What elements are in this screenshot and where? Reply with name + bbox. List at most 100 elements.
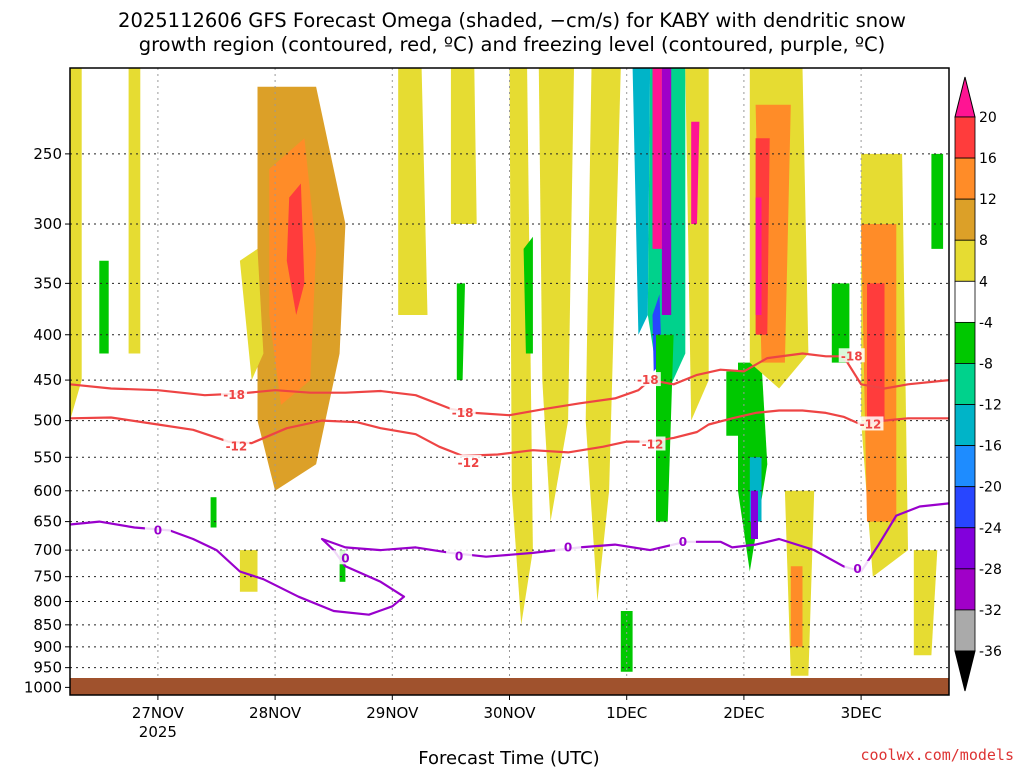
y-tick-label-850: 850 [33,616,62,634]
x-tick-sublabel-27NOV: 2025 [139,723,177,741]
x-tick-label-3DEC: 3DEC [841,704,882,722]
colorbar-label--16: -16 [979,439,1002,455]
y-tick-label-600: 600 [33,482,62,500]
y-tick-label-900: 900 [33,638,62,656]
omega-shading [70,68,944,676]
contour-label-bg-freezing_level_0-4 [669,533,696,548]
colorbar-swatch-11 [954,568,976,611]
contour-label-isotherm_minus12-0: -12 [226,440,248,454]
contour-label-isotherm_minus12-1: -12 [458,456,480,470]
omega-region-33 [398,68,428,315]
omega-region-20 [726,371,744,436]
y-tick-label-500: 500 [33,412,62,430]
x-tick-label-27NOV: 27NOV [132,704,185,722]
x-tick-label-29NOV: 29NOV [366,704,419,722]
colorbar-swatch-9 [954,486,976,529]
y-tick-label-250: 250 [33,145,62,163]
contour-label-bg-freezing_level_0-5 [844,560,871,575]
omega-region-31 [70,68,82,421]
y-axis: 250 300 350 400 450 500 550 600 650 700 750 800 850 9… [24,145,70,696]
contour-label-bg-isotherm_minus12-2 [639,436,666,451]
omega-region-34 [239,550,258,592]
contour-label-bg-freezing_level_0-0 [144,522,171,537]
colorbar-swatch-1 [954,157,976,200]
colorbar-label-16: 16 [979,151,997,167]
colorbar-label--32: -32 [979,603,1002,619]
y-tick-label-700: 700 [33,541,62,559]
x-tick-label-28NOV: 28NOV [249,704,302,722]
surface-terrain [70,678,949,695]
omega-region-30 [913,550,938,656]
contour-label-bg-isotherm_minus18-2 [634,372,661,387]
x-tick-label-1DEC: 1DEC [606,704,647,722]
colorbar-swatch-12 [954,609,976,652]
omega-region-6 [523,236,533,354]
colorbar-swatch-4 [954,280,976,323]
omega-region-8 [585,68,621,602]
omega-region-41 [931,153,944,249]
contour-label-bg-freezing_level_0-2 [446,548,473,563]
y-tick-label-450: 450 [33,371,62,389]
colorbar-swatch-2 [954,198,976,241]
y-tick-label-650: 650 [33,513,62,531]
x-tick-label-2DEC: 2DEC [723,704,764,722]
contour-label-freezing_level_0-5: 0 [853,562,861,576]
omega-region-9 [632,68,651,335]
omega-region-13 [652,68,662,249]
contour-label-freezing_level_0-3: 0 [564,540,572,554]
colorbar-label--8: -8 [979,356,993,372]
colorbar-swatch-5 [954,321,976,364]
omega-region-39 [620,611,633,672]
colorbar-swatch-10 [954,527,976,570]
contour-label-isotherm_minus12-2: -12 [642,438,664,452]
colorbar-label--28: -28 [979,562,1002,578]
omega-region-14 [685,68,709,421]
colorbar-swatch-6 [954,363,976,405]
credit-text: coolwx.com/models [860,746,1014,764]
contour-label-isotherm_minus18-0: -18 [223,388,245,402]
contour-label-bg-freezing_level_0-1 [332,550,359,565]
colorbar-label--4: -4 [979,315,993,331]
colorbar-swatch-7 [954,404,976,447]
omega-region-3 [239,248,264,381]
contour-freezing_level_0 [70,502,949,616]
y-tick-label-1000: 1000 [24,678,62,696]
colorbar-label-12: 12 [979,192,997,208]
omega-region-24 [755,197,762,315]
y-tick-label-750: 750 [33,568,62,586]
omega-region-36 [99,260,109,354]
colorbar-swatch-8 [954,445,976,488]
contour-label-bg-isotherm_minus18-3 [838,348,865,363]
y-tick-label-800: 800 [33,593,62,611]
y-tick-label-300: 300 [33,215,62,233]
x-tick-label-30NOV: 30NOV [483,704,536,722]
y-tick-label-950: 950 [33,659,62,677]
colorbar: 20 16 12 8 4 -4 -8 -12 -16 -20 -24 -28 -32 -36 [954,76,1002,692]
x-axis-title: Forecast Time (UTC) [418,748,599,768]
colorbar-label--12: -12 [979,398,1002,414]
omega-region-19 [750,490,758,539]
omega-region-15 [691,121,700,224]
contour-label-freezing_level_0-2: 0 [455,550,463,564]
contour-label-isotherm_minus18-3: -18 [841,349,863,363]
colorbar-top-triangle [954,76,976,118]
colorbar-label-4: 4 [979,274,988,290]
colorbar-swatch-0 [954,116,976,159]
colorbar-label--24: -24 [979,521,1002,537]
omega-region-32 [128,68,141,354]
contour-label-bg-isotherm_minus18-1 [449,404,476,419]
colorbar-label--36: -36 [979,644,1002,660]
contour-label-freezing_level_0-1: 0 [341,551,349,565]
contour-label-bg-isotherm_minus12-1 [455,454,482,469]
y-tick-label-550: 550 [33,448,62,466]
y-tick-label-400: 400 [33,326,62,344]
contour-label-bg-isotherm_minus12-0 [223,438,250,453]
contour-isotherm_minus18 [70,352,949,417]
contour-lines: -12 -12 -12 -12 -18 -18 -18 -18 0 0 0 0 0 0 [70,348,949,616]
chart-title-line-1: 2025112606 GFS Forecast Omega (shaded, −… [118,9,906,32]
colorbar-label-8: 8 [979,233,988,249]
omega-region-12 [661,68,672,315]
colorbar-swatch-3 [954,239,976,282]
